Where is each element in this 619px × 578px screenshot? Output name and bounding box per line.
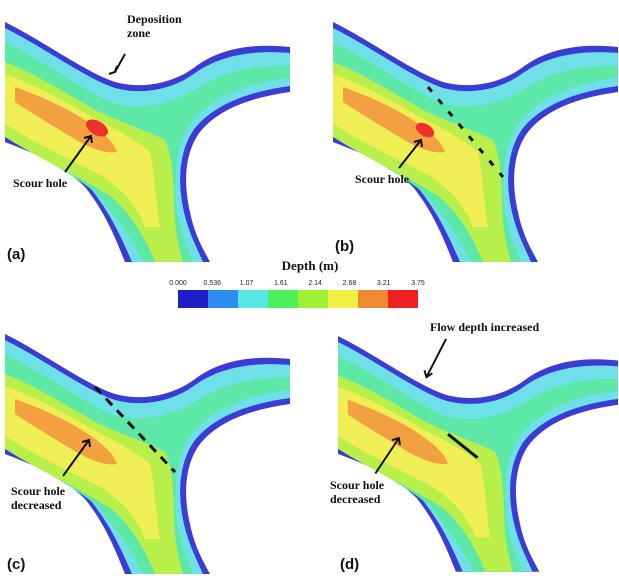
- colorbar-swatch: [328, 290, 359, 308]
- panel-label-d: (d): [340, 556, 360, 573]
- colorbar-swatch: [298, 290, 329, 308]
- panel-label-b: (b): [335, 238, 355, 255]
- annotation-scour-hole: Scour hole: [355, 172, 410, 186]
- colorbar-tick-label: 3.21: [376, 280, 391, 287]
- colorbar-title: Depth (m): [281, 258, 339, 273]
- colorbar-tick-label: 2.14: [308, 280, 322, 287]
- colorbar: [178, 290, 419, 308]
- colorbar-tick-label: 0.000: [169, 280, 187, 287]
- annotation-scour-hole-decreased: Scour hole decreased: [11, 484, 66, 512]
- colorbar-tick-label: 2.68: [342, 280, 357, 287]
- panel-d: Flow depth increased Scour hole decrease…: [330, 312, 618, 578]
- panel-a: Deposition zone Scour hole (a): [5, 2, 290, 267]
- panel-b: Scour hole (b): [333, 2, 618, 267]
- colorbar-tick-label: 1.07: [239, 280, 254, 287]
- colorbar-swatch: [358, 290, 389, 308]
- colorbar-swatch: [208, 290, 239, 308]
- colorbar-swatch: [178, 290, 209, 308]
- colorbar-swatch: [268, 290, 299, 308]
- annotation-scour-hole-decreased: Scour hole decreased: [330, 478, 385, 506]
- panel-label-a: (a): [7, 246, 26, 263]
- annotation-deposition-zone: Deposition zone: [127, 12, 182, 40]
- colorbar-swatch: [388, 290, 419, 308]
- annotation-scour-hole: Scour hole: [13, 176, 68, 190]
- colorbar-tick-label: 0.536: [203, 280, 222, 287]
- colorbar-tick-label: 3.75: [411, 280, 425, 287]
- panel-c: Scour hole decreased (c): [5, 312, 290, 578]
- annotation-flow-depth-increased: Flow depth increased: [430, 320, 540, 334]
- panel-label-c: (c): [7, 556, 26, 573]
- colorbar-tick-label: 1.61: [274, 280, 288, 287]
- colorbar-swatch: [238, 290, 269, 308]
